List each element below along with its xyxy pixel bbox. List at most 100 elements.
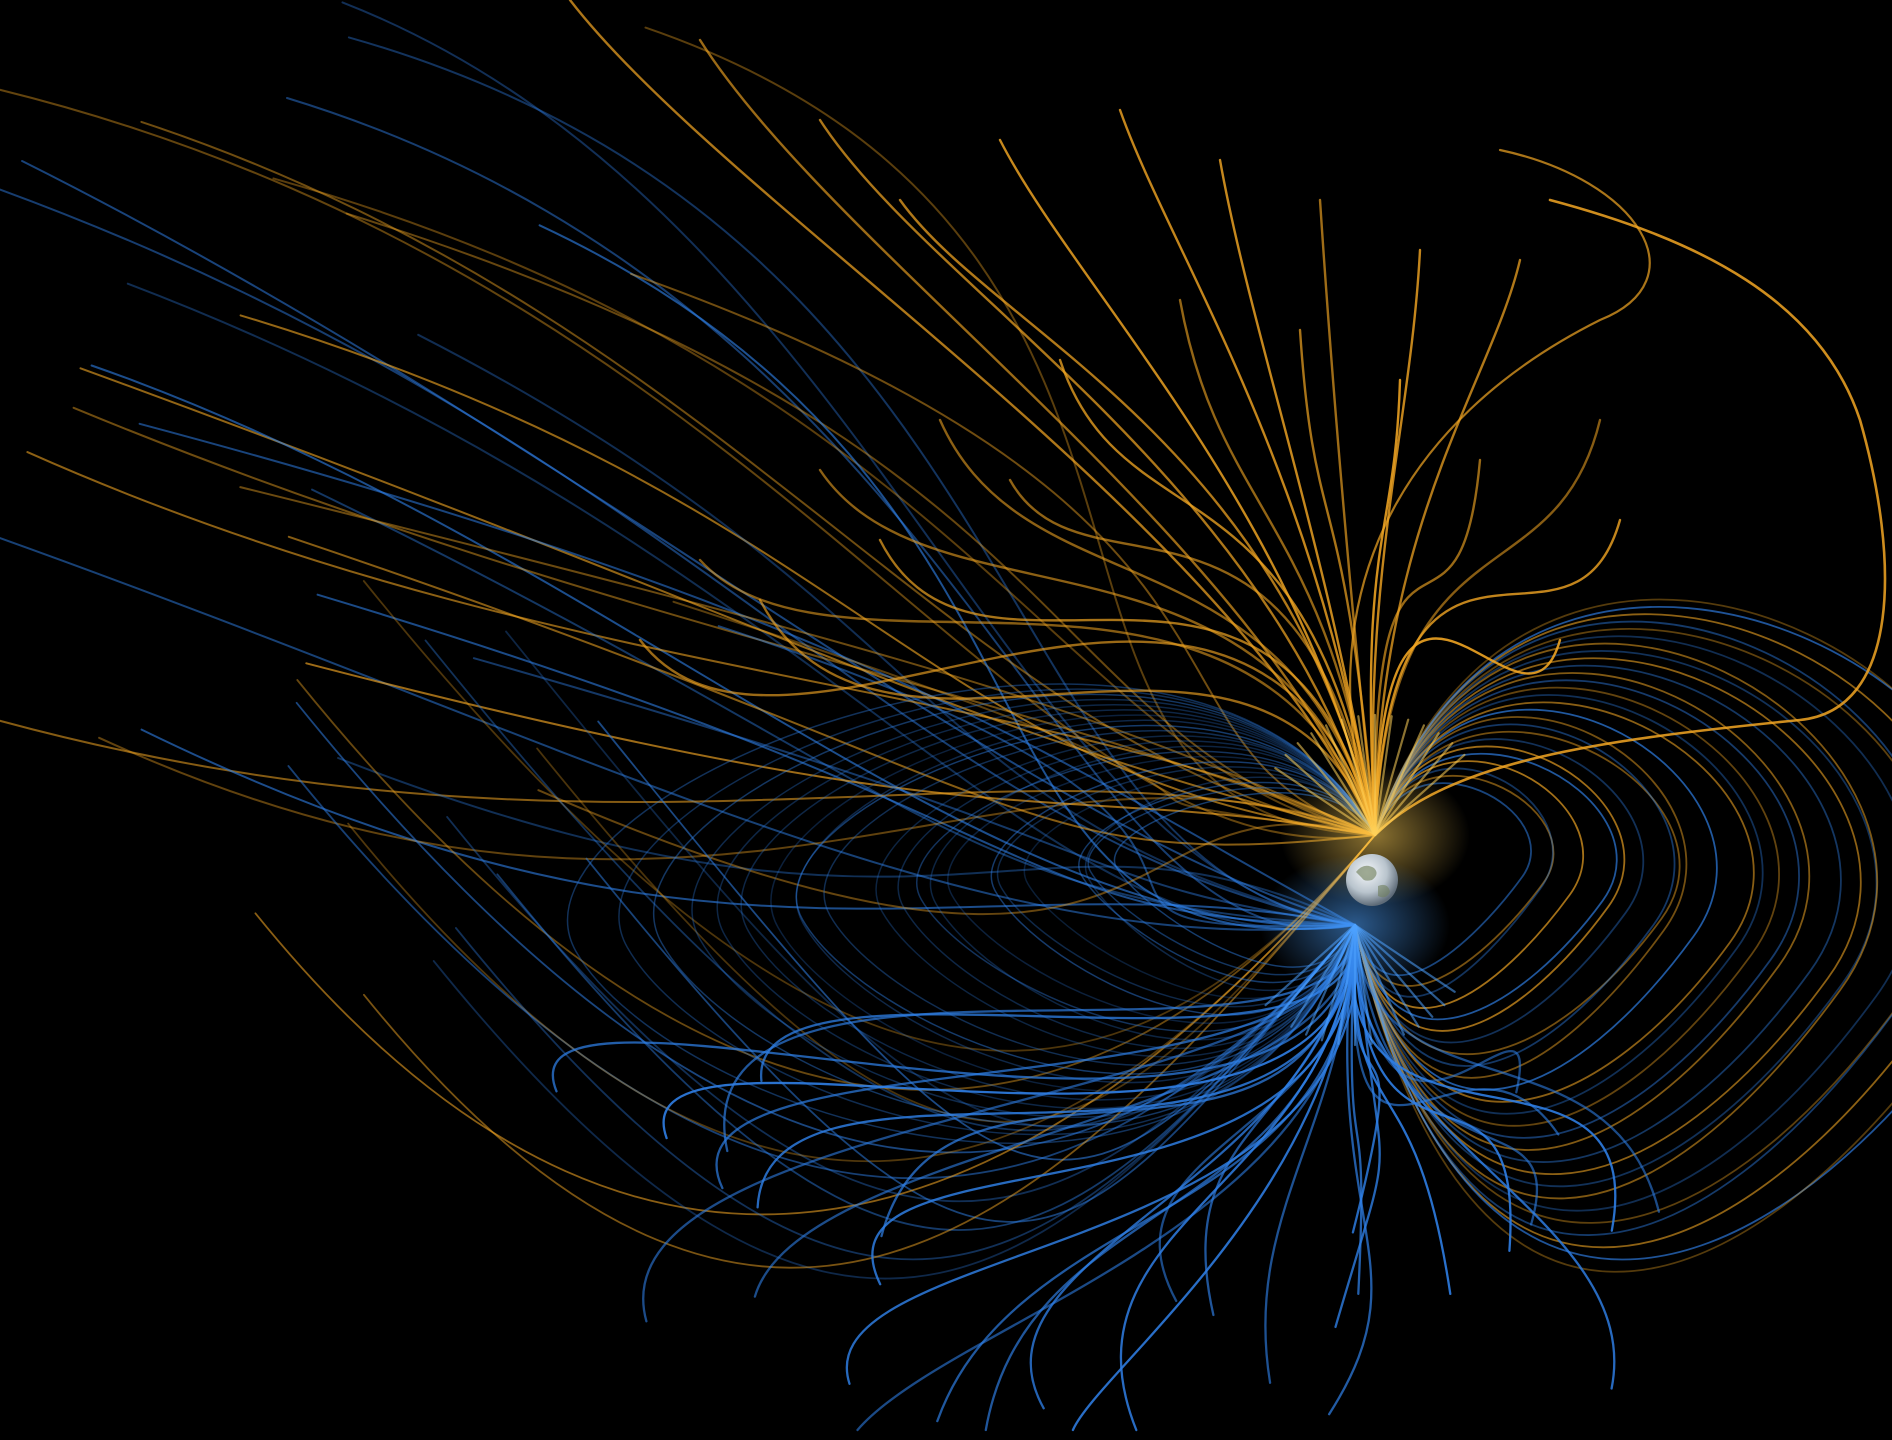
field-line: [295, 701, 1356, 1154]
field-line: [875, 735, 1376, 1058]
field-line: [1071, 923, 1357, 1432]
field-line: [536, 747, 1376, 1123]
field-line: [880, 923, 1357, 1238]
field-line: [1354, 664, 1842, 1163]
field-line: [537, 789, 1376, 916]
field-line: [0, 88, 1376, 839]
field-line: [1354, 745, 1626, 1032]
field-line: [1204, 923, 1357, 1317]
field-line: [1351, 923, 1381, 1234]
field-line: [21, 160, 1356, 926]
field-line: [417, 333, 1356, 926]
field-line: [845, 923, 1358, 1385]
field-line: [1373, 458, 1482, 837]
field-line: [566, 683, 1376, 1145]
field-line: [717, 625, 1356, 928]
field-line: [1058, 358, 1377, 837]
field-line: [287, 765, 1356, 1180]
field-line: [823, 730, 1376, 1067]
field-line: [341, 1, 1356, 926]
field-line: [1373, 637, 1562, 837]
field-line: [90, 364, 1356, 927]
field-line: [662, 923, 1357, 1140]
field-line: [0, 537, 1356, 931]
field-line: [916, 750, 1376, 1033]
field-line: [990, 761, 1376, 1016]
northern-field-lines: [568, 0, 1887, 837]
field-line: [795, 724, 1376, 1075]
field-line: [305, 662, 1376, 836]
field-line: [1085, 776, 1376, 992]
field-line: [1354, 620, 1892, 1236]
field-line: [898, 198, 1377, 837]
field-line: [938, 418, 1377, 837]
field-line: [795, 719, 1376, 1084]
field-line: [345, 212, 1376, 836]
field-line: [597, 720, 1356, 1161]
field-line: [126, 282, 1356, 931]
field-line: [618, 688, 1376, 1136]
field-line: [337, 757, 1356, 926]
southern-field-lines: [551, 923, 1661, 1432]
field-line: [79, 367, 1376, 836]
field-line: [716, 704, 1376, 1110]
field-line: [316, 593, 1356, 926]
field-line: [878, 538, 1377, 837]
field-line: [140, 120, 1376, 836]
field-line: [1371, 248, 1422, 837]
field-line: [1354, 723, 1676, 1067]
field-line: [1118, 108, 1377, 837]
field-line: [672, 600, 1376, 836]
field-line: [1008, 478, 1377, 837]
field-line: [698, 558, 1377, 837]
field-line: [1354, 606, 1892, 1261]
field-line: [140, 728, 1356, 926]
field-line: [1327, 923, 1373, 1416]
field-line: [1373, 198, 1887, 837]
field-line: [936, 923, 1357, 1423]
field-line: [1354, 694, 1764, 1115]
field-line: [856, 923, 1357, 1432]
field-line: [1354, 650, 1878, 1188]
field-line: [239, 486, 1376, 836]
field-line: [1353, 923, 1538, 1226]
field-line: [756, 923, 1357, 1209]
field-line: [1369, 378, 1402, 837]
field-line: [1354, 672, 1811, 1151]
field-line: [1373, 518, 1622, 837]
field-line: [1354, 642, 1878, 1200]
field-line: [1354, 760, 1585, 1009]
field-line: [1373, 258, 1522, 837]
earth-globe-icon: [1346, 854, 1398, 906]
field-line: [691, 698, 1376, 1118]
field-line: [998, 138, 1377, 837]
field-line: [472, 657, 1356, 926]
field-line: [1351, 923, 1617, 1232]
field-line: [1298, 328, 1377, 837]
field-line: [1354, 738, 1644, 1044]
field-line: [432, 924, 1356, 1280]
field-line: [424, 639, 1356, 1132]
field-line: [1350, 923, 1363, 1295]
field-line: [997, 766, 1376, 1008]
field-line: [551, 923, 1357, 1093]
field-line: [272, 177, 1376, 836]
field-line: [239, 314, 1376, 836]
closed-dipole-loops: [566, 598, 1892, 1273]
field-line: [1078, 781, 1376, 984]
field-line: [638, 638, 1377, 837]
field-line: [311, 488, 1356, 926]
field-line: [1023, 771, 1376, 1000]
field-line: [0, 719, 1376, 836]
field-line: [347, 36, 1356, 926]
field-line: [1354, 628, 1892, 1224]
field-line: [1354, 635, 1892, 1212]
magnetotail-lines: [0, 1, 1376, 1280]
field-line: [1218, 158, 1377, 837]
field-line: [1354, 708, 1718, 1091]
field-line: [630, 272, 1376, 836]
field-line: [1087, 787, 1376, 976]
field-line: [929, 745, 1376, 1041]
